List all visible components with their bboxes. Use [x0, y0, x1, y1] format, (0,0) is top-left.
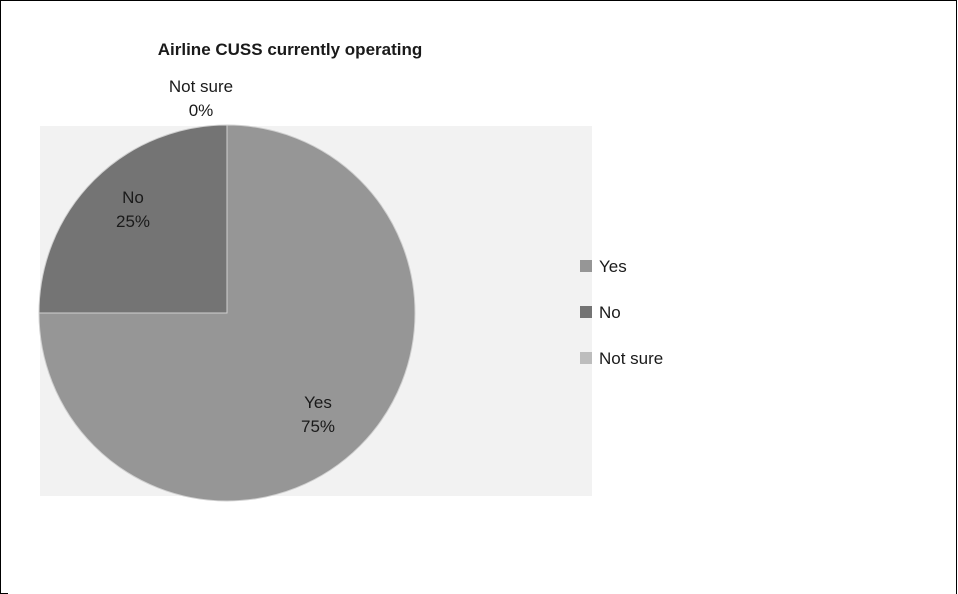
legend-item-not-sure: Not sure [580, 349, 663, 368]
legend-swatch-not-sure [580, 352, 592, 364]
legend-label-no: No [599, 303, 621, 322]
slice-label-no-percent: 25% [116, 212, 150, 231]
legend-swatch-yes [580, 260, 592, 272]
slice-label-not-sure: Not sure 0% [169, 77, 233, 120]
slice-label-yes: Yes 75% [301, 393, 335, 436]
legend-item-no: No [580, 303, 621, 322]
legend: Yes No Not sure [580, 257, 663, 368]
pie-slices [38, 124, 416, 502]
slice-label-no-name: No [122, 188, 144, 207]
pie-slice-no [38, 124, 228, 314]
slice-label-yes-name: Yes [304, 393, 332, 412]
slice-label-not-sure-name: Not sure [169, 77, 233, 96]
slice-label-no: No 25% [116, 188, 150, 231]
slice-label-yes-percent: 75% [301, 417, 335, 436]
legend-swatch-no [580, 306, 592, 318]
legend-item-yes: Yes [580, 257, 627, 276]
legend-label-yes: Yes [599, 257, 627, 276]
chart-title: Airline CUSS currently operating [158, 40, 423, 59]
legend-label-not-sure: Not sure [599, 349, 663, 368]
slice-label-not-sure-percent: 0% [189, 101, 214, 120]
